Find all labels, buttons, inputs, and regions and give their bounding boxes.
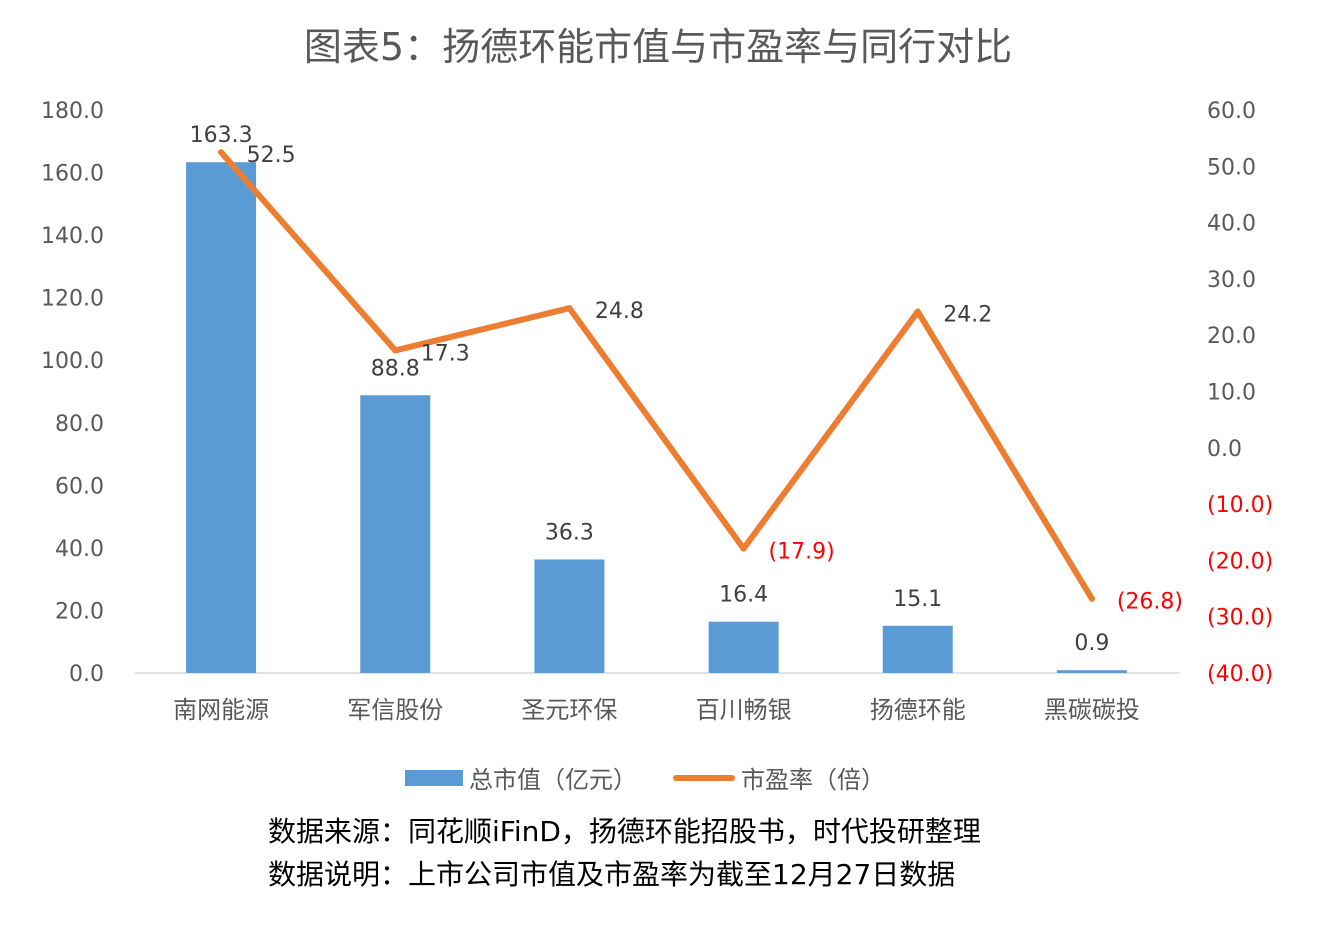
line-data-label: 24.8	[595, 299, 644, 324]
line-data-label: 17.3	[421, 341, 470, 366]
pe-line	[218, 149, 1095, 602]
line-point	[740, 545, 747, 552]
left-tick-label: 0.0	[69, 662, 104, 687]
line-point	[914, 308, 921, 315]
bar-data-label: 88.8	[371, 356, 420, 381]
legend-swatch-line	[673, 774, 735, 781]
bar-data-label: 16.4	[719, 583, 768, 608]
right-tick-label: 10.0	[1207, 381, 1256, 406]
category-label: 军信股份	[347, 696, 443, 724]
line-data-label: 24.2	[943, 303, 992, 328]
right-tick-label: (40.0)	[1207, 662, 1273, 687]
legend: 总市值（亿元） 市盈率（倍）	[405, 760, 885, 795]
left-tick-label: 20.0	[55, 599, 104, 624]
left-tick-label: 120.0	[41, 287, 104, 312]
bar	[708, 621, 779, 673]
left-tick-label: 100.0	[41, 349, 104, 374]
bar-data-label: 36.3	[545, 520, 594, 545]
category-label: 百川畅银	[696, 696, 792, 724]
line-data-label: 52.5	[247, 143, 296, 168]
line-data-label: (26.8)	[1117, 590, 1183, 615]
right-tick-label: (10.0)	[1207, 493, 1273, 518]
right-tick-label: 30.0	[1207, 268, 1256, 293]
category-label: 圣元环保	[521, 696, 617, 724]
left-tick-label: 40.0	[55, 537, 104, 562]
left-tick-label: 180.0	[41, 99, 104, 124]
right-tick-label: 60.0	[1207, 99, 1256, 124]
category-label: 南网能源	[173, 696, 269, 724]
right-tick-label: 50.0	[1207, 155, 1256, 180]
bar	[1056, 670, 1127, 673]
line-point	[1088, 595, 1095, 602]
bar	[360, 395, 431, 673]
source-note: 数据来源：同花顺iFinD，扬德环能招股书，时代投研整理	[268, 815, 981, 848]
left-tick-label: 140.0	[41, 224, 104, 249]
right-tick-label: 40.0	[1207, 212, 1256, 237]
right-tick-label: 20.0	[1207, 324, 1256, 349]
right-tick-label: (20.0)	[1207, 549, 1273, 574]
left-tick-label: 60.0	[55, 474, 104, 499]
right-tick-label: 0.0	[1207, 437, 1242, 462]
legend-label-market-cap: 总市值（亿元）	[469, 766, 637, 794]
line-point	[392, 347, 399, 354]
right-tick-label: (30.0)	[1207, 606, 1273, 631]
line-point	[218, 149, 225, 156]
category-label: 黑碳碳投	[1044, 696, 1140, 724]
bar-data-label: 163.3	[190, 123, 253, 148]
bar	[186, 162, 257, 673]
category-label: 扬德环能	[870, 696, 966, 724]
line-point	[566, 305, 573, 312]
left-tick-label: 160.0	[41, 162, 104, 187]
left-tick-label: 80.0	[55, 412, 104, 437]
bar-data-label: 0.9	[1074, 631, 1109, 656]
bar	[534, 559, 605, 673]
legend-swatch-bar	[405, 769, 463, 786]
bar-data-label: 15.1	[893, 587, 942, 612]
legend-label-pe: 市盈率（倍）	[741, 766, 885, 794]
explanation-note: 数据说明：上市公司市值及市盈率为截至12月27日数据	[268, 858, 956, 891]
chart-title: 图表5：扬德环能市值与市盈率与同行对比	[303, 25, 1013, 69]
bar	[882, 625, 953, 673]
line-data-label: (17.9)	[769, 540, 835, 565]
notes: 数据来源：同花顺iFinD，扬德环能招股书，时代投研整理 数据说明：上市公司市值…	[268, 810, 981, 896]
